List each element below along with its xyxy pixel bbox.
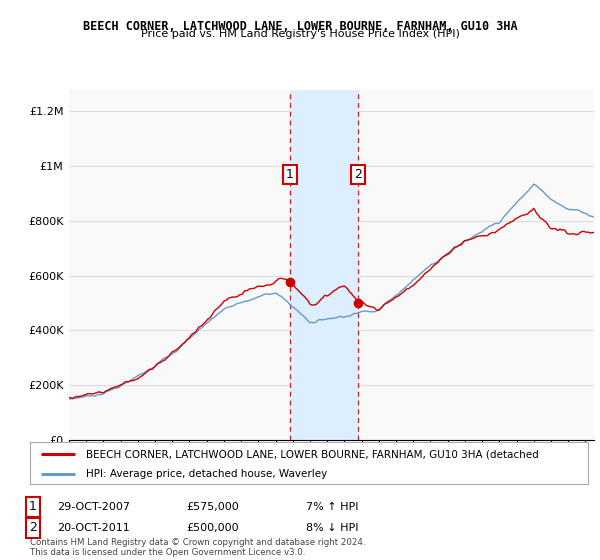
Bar — [290, 90, 358, 440]
Text: 7% ↑ HPI: 7% ↑ HPI — [306, 502, 359, 512]
Text: 2: 2 — [354, 168, 362, 181]
Text: £500,000: £500,000 — [186, 522, 239, 533]
Text: 1: 1 — [286, 168, 294, 181]
Text: HPI: Average price, detached house, Waverley: HPI: Average price, detached house, Wave… — [86, 469, 327, 479]
Text: Price paid vs. HM Land Registry's House Price Index (HPI): Price paid vs. HM Land Registry's House … — [140, 29, 460, 39]
Text: 8% ↓ HPI: 8% ↓ HPI — [306, 522, 359, 533]
Text: BEECH CORNER, LATCHWOOD LANE, LOWER BOURNE, FARNHAM, GU10 3HA: BEECH CORNER, LATCHWOOD LANE, LOWER BOUR… — [83, 20, 517, 32]
Text: 29-OCT-2007: 29-OCT-2007 — [57, 502, 130, 512]
Text: Contains HM Land Registry data © Crown copyright and database right 2024.
This d: Contains HM Land Registry data © Crown c… — [30, 538, 365, 557]
Text: 1: 1 — [29, 500, 37, 514]
Text: 2: 2 — [29, 521, 37, 534]
Text: BEECH CORNER, LATCHWOOD LANE, LOWER BOURNE, FARNHAM, GU10 3HA (detached: BEECH CORNER, LATCHWOOD LANE, LOWER BOUR… — [86, 449, 539, 459]
Text: 20-OCT-2011: 20-OCT-2011 — [57, 522, 130, 533]
Text: £575,000: £575,000 — [186, 502, 239, 512]
